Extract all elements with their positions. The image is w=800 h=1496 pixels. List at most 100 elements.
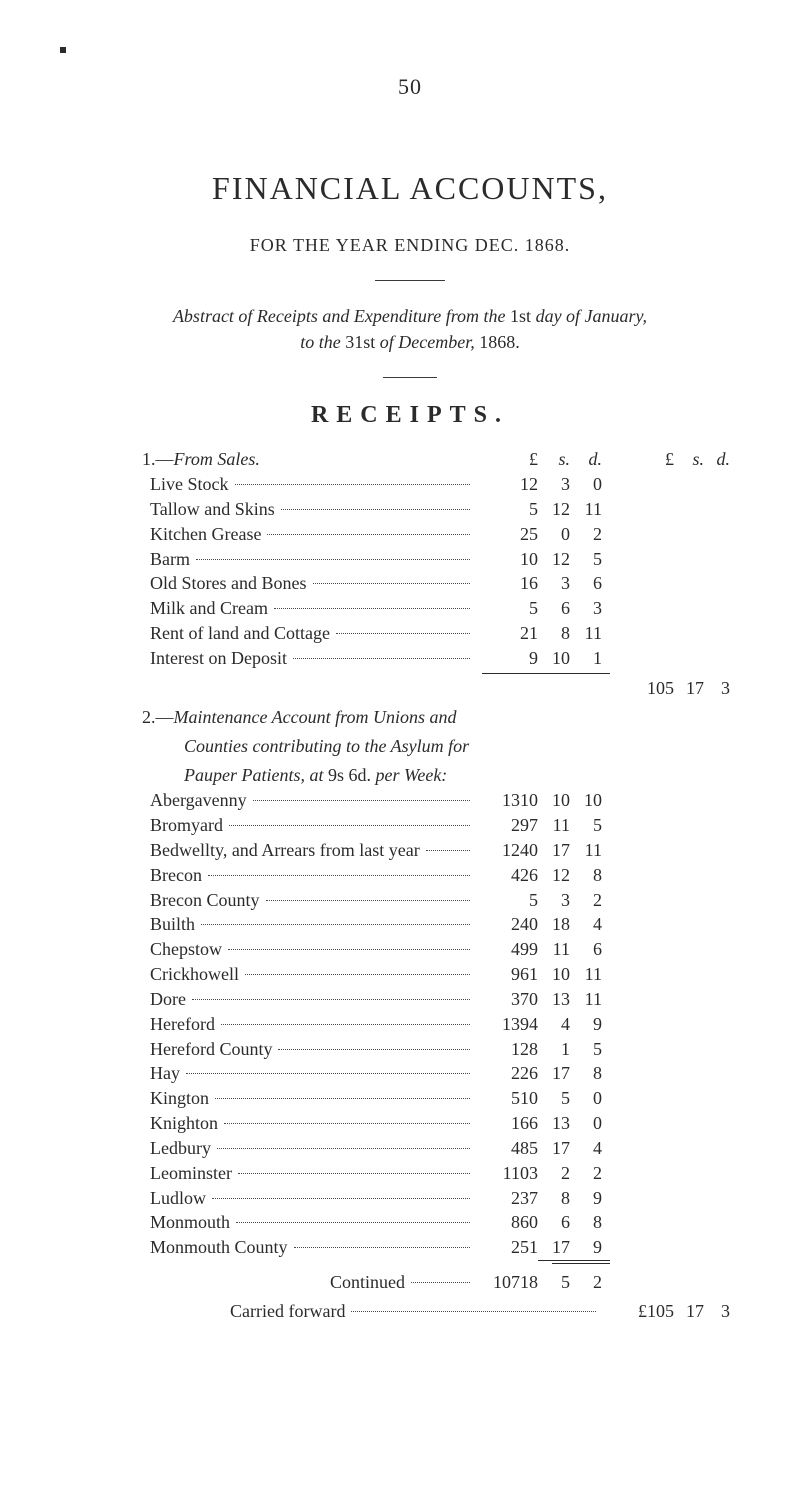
section1-number: 1.—From Sales. xyxy=(90,447,260,472)
amount-shillings: 3 xyxy=(538,888,570,913)
amount-pounds: 251 xyxy=(476,1235,538,1260)
amount-pence: 1 xyxy=(570,646,602,671)
amount-pounds: 5 xyxy=(476,497,538,522)
amount-shillings: 17 xyxy=(538,1136,570,1161)
ledger-row: Kington51050 xyxy=(90,1086,730,1111)
amount-pence: 11 xyxy=(570,838,602,863)
amount-pounds: 16 xyxy=(476,571,538,596)
ledger-row: Rent of land and Cottage 21811 xyxy=(90,621,730,646)
carried-L: £105 xyxy=(616,1299,674,1324)
abstract-2d: 1868. xyxy=(479,332,520,352)
ledger-row: Chepstow499116 xyxy=(90,937,730,962)
amount-pounds: 499 xyxy=(476,937,538,962)
amount-shillings: 4 xyxy=(538,1012,570,1037)
abstract-1b: 1st xyxy=(510,306,531,326)
amount-pence: 5 xyxy=(570,813,602,838)
ledger-label: Milk and Cream xyxy=(90,596,268,621)
amount-pence: 11 xyxy=(570,621,602,646)
section1-total-L: 105 xyxy=(616,676,674,701)
section2-num: 2.— xyxy=(142,707,174,727)
amount-pence: 0 xyxy=(570,1111,602,1136)
ledger-label: Bromyard xyxy=(90,813,223,838)
amount-pounds: 5 xyxy=(476,888,538,913)
ledger-label: Ludlow xyxy=(90,1186,206,1211)
amount-shillings: 10 xyxy=(538,788,570,813)
amount-pounds: 21 xyxy=(476,621,538,646)
ledger-row: Tallow and Skins51211 xyxy=(90,497,730,522)
amount-pence: 11 xyxy=(570,987,602,1012)
ledger-row: Monmouth86068 xyxy=(90,1210,730,1235)
ledger-label: Hereford County xyxy=(90,1037,272,1062)
amount-pence: 8 xyxy=(570,1061,602,1086)
col-head-pounds-2: £ xyxy=(616,447,674,472)
amount-shillings: 17 xyxy=(538,1235,570,1260)
ledger-label: Leominster xyxy=(90,1161,232,1186)
amount-pounds: 226 xyxy=(476,1061,538,1086)
amount-shillings: 18 xyxy=(538,912,570,937)
ledger-label: Brecon xyxy=(90,863,202,888)
ledger-label: Old Stores and Bones xyxy=(90,571,307,596)
ledger-label: Rent of land and Cottage xyxy=(90,621,330,646)
carried-s: 17 xyxy=(674,1299,704,1324)
ledger-row: Monmouth County251179 xyxy=(90,1235,730,1260)
ledger-label: Kitchen Grease xyxy=(90,522,261,547)
ledger-label: Crickhowell xyxy=(90,962,239,987)
section2-line2: Counties contributing to the Asylum for xyxy=(90,734,730,759)
ledger-row: Live Stock1230 xyxy=(90,472,730,497)
ledger-row: Ledbury485174 xyxy=(90,1136,730,1161)
carried-forward-label: Carried forward xyxy=(230,1299,345,1324)
ledger-label: Monmouth County xyxy=(90,1235,288,1260)
continued-s: 5 xyxy=(538,1270,570,1295)
amount-pence: 2 xyxy=(570,522,602,547)
continued-L: 10718 xyxy=(476,1270,538,1295)
amount-pounds: 426 xyxy=(476,863,538,888)
ledger-row: Dore3701311 xyxy=(90,987,730,1012)
amount-pounds: 297 xyxy=(476,813,538,838)
amount-pounds: 9 xyxy=(476,646,538,671)
ledger-row: Ludlow23789 xyxy=(90,1186,730,1211)
col-head-pence: d. xyxy=(570,447,602,472)
section2-title: Maintenance Account from Unions and xyxy=(174,707,457,727)
section2-line2-text: Counties contributing to the Asylum for xyxy=(184,736,469,756)
amount-pounds: 1240 xyxy=(476,838,538,863)
abstract-2a: to the xyxy=(300,332,345,352)
ledger-row: Crickhowell9611011 xyxy=(90,962,730,987)
ledger-row: Kitchen Grease2502 xyxy=(90,522,730,547)
section1-header-row: 1.—From Sales. £ s. d. £ s. d. xyxy=(90,447,730,472)
amount-pence: 2 xyxy=(570,888,602,913)
amount-shillings: 8 xyxy=(538,621,570,646)
receipts-heading: RECEIPTS. xyxy=(90,402,730,429)
amount-shillings: 11 xyxy=(538,813,570,838)
ledger-label: Kington xyxy=(90,1086,209,1111)
page-title: FINANCIAL ACCOUNTS, xyxy=(90,170,730,207)
amount-pence: 11 xyxy=(570,962,602,987)
ledger-row: Abergavenny13101010 xyxy=(90,788,730,813)
amount-pounds: 860 xyxy=(476,1210,538,1235)
amount-shillings: 17 xyxy=(538,1061,570,1086)
ledger-label: Interest on Deposit xyxy=(90,646,287,671)
amount-shillings: 8 xyxy=(538,1186,570,1211)
amount-pounds: 25 xyxy=(476,522,538,547)
amount-pounds: 485 xyxy=(476,1136,538,1161)
amount-pounds: 237 xyxy=(476,1186,538,1211)
amount-pence: 5 xyxy=(570,547,602,572)
ledger-label: Knighton xyxy=(90,1111,218,1136)
col-head-shillings: s. xyxy=(538,447,570,472)
ledger-label: Hay xyxy=(90,1061,180,1086)
amount-shillings: 17 xyxy=(538,838,570,863)
ledger-label: Monmouth xyxy=(90,1210,230,1235)
amount-pounds: 10 xyxy=(476,547,538,572)
ledger-row: Brecon426128 xyxy=(90,863,730,888)
amount-shillings: 1 xyxy=(538,1037,570,1062)
abstract-2b: 31st xyxy=(345,332,375,352)
amount-pounds: 166 xyxy=(476,1111,538,1136)
amount-shillings: 2 xyxy=(538,1161,570,1186)
amount-pence: 8 xyxy=(570,1210,602,1235)
continued-d: 2 xyxy=(570,1270,602,1295)
ledger-label: Builth xyxy=(90,912,195,937)
ledger-row: Hereford County12815 xyxy=(90,1037,730,1062)
amount-shillings: 3 xyxy=(538,571,570,596)
amount-shillings: 3 xyxy=(538,472,570,497)
ledger-row: Brecon County532 xyxy=(90,888,730,913)
ledger-row: Bromyard 297115 xyxy=(90,813,730,838)
